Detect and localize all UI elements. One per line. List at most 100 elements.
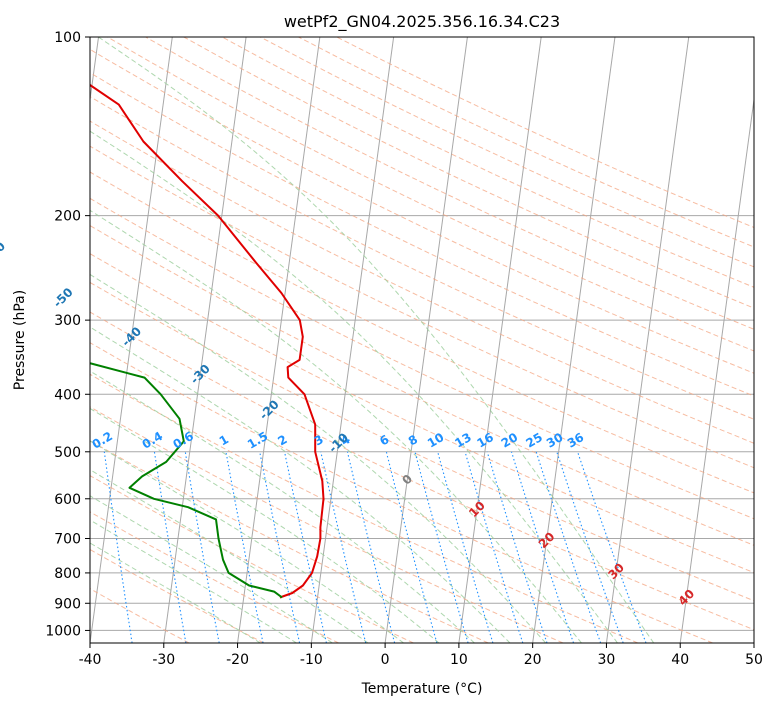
dry-adiabat [90,72,754,397]
x-tick-label: 40 [671,652,689,668]
isotherm-line [532,37,616,643]
x-tick-label: 30 [598,652,616,668]
isotherm-label: -30 [188,362,213,387]
isotherm-line [605,37,690,643]
mixing-ratio-line [284,451,327,643]
isotherm-line [458,37,542,643]
y-tick-label: 700 [54,532,81,548]
mixing-ratio-label: 0.4 [140,429,165,452]
mixing-ratio-line [385,451,438,643]
y-tick-label: 500 [54,445,81,461]
dry-adiabat [90,548,265,643]
mixing-ratio-line [259,451,301,643]
isotherm-line [679,96,754,643]
dry-adiabat [90,281,754,602]
mixing-ratio-line [346,451,396,643]
x-tick-label: 20 [524,652,542,668]
axes: -40 -30 -20 -10 0 10 20 30 40 5010020030040050060… [45,30,763,668]
dry-adiabat [336,37,754,229]
dry-adiabat [107,37,754,352]
mixing-ratio-line [103,451,133,643]
x-tick-label: -10 [300,652,323,668]
moist-adiabat [90,407,440,643]
y-tick-label: 100 [54,30,81,46]
x-tick-label: 0 [381,652,390,668]
mixing-ratio-line [184,451,220,643]
dry-adiabat [183,37,754,309]
profile-lines [90,83,325,599]
moist-adiabat [98,37,655,643]
isotherm-line [163,37,247,643]
isotherm-label: -40 [119,324,144,349]
dry-adiabat [221,37,754,288]
moist-adiabat [90,209,582,643]
moist-adiabat [90,519,297,643]
isotherm-label: 0 [399,472,415,488]
in-plot-labels: 0.20.40.611.52346810131620253036-100-90-… [0,239,697,608]
mixing-ratio-label: 0.2 [90,429,115,452]
mixing-ratio-line [535,451,602,643]
dry-adiabat [90,225,754,546]
y-tick-label: 1000 [45,623,81,639]
y-tick-label: 300 [54,313,81,329]
y-tick-label: 600 [54,492,81,508]
mixing-ratio-label: 20 [499,430,520,450]
dry-adiabat [90,253,754,574]
dry-adiabat [90,197,754,520]
isotherm-label: -20 [257,397,282,422]
mixing-ratio-line [577,451,647,643]
background-reference-lines [90,37,754,643]
mixing-ratio-line [486,451,548,643]
dry-adiabat [90,406,564,643]
x-tick-label: -20 [226,652,249,668]
mixing-ratio-line [464,451,524,643]
mixing-ratio-label: 30 [544,430,565,450]
dry-adiabat [90,96,754,420]
dry-adiabat [90,342,713,643]
dry-adiabat [90,588,190,643]
isotherm-line [90,37,100,104]
dry-adiabat [90,440,489,643]
dewpoint-profile-line [90,362,283,599]
isotherm-line [90,37,173,643]
isotherm-line [384,37,468,643]
y-tick-label: 200 [54,209,81,225]
mixing-ratio-line [510,451,575,643]
mixing-ratio-label: 10 [425,430,446,450]
dry-adiabat [145,37,754,330]
dry-adiabat [90,475,414,643]
moist-adiabat [90,542,261,643]
mixing-ratio-line [556,451,624,643]
y-tick-label: 800 [54,566,81,582]
moist-adiabat [90,273,547,643]
mixing-ratio-line [414,451,469,643]
y-axis-label: Pressure (hPa) [12,290,28,390]
mixing-ratio-line [153,451,187,643]
mixing-ratio-label: 1 [217,432,231,448]
isotherm-label: 20 [536,529,558,551]
dry-adiabat [90,311,754,631]
moist-adiabat [90,440,404,643]
chart-title: wetPf2_GN04.2025.356.16.34.C23 [284,12,560,32]
dry-adiabat [90,171,754,494]
isotherm-line [237,37,321,643]
x-tick-label: 10 [450,652,468,668]
temperature-profile-line [90,83,325,599]
moist-adiabat [90,469,369,643]
isotherm-label: 30 [605,560,627,582]
mixing-ratio-label: 25 [523,430,544,450]
dry-adiabat [90,48,754,374]
isotherm-label: 10 [466,498,488,520]
x-tick-label: 50 [745,652,763,668]
plot-frame [89,36,755,644]
dry-adiabat [90,120,754,444]
dry-adiabat [260,37,754,268]
x-tick-label: -30 [152,652,175,668]
mixing-ratio-label: 8 [406,432,420,448]
dry-adiabat [90,511,339,643]
mixing-ratio-line [320,451,367,643]
isotherm-label: -50 [51,285,76,310]
mixing-ratio-label: 13 [452,430,473,450]
mixing-ratio-line [225,451,264,643]
